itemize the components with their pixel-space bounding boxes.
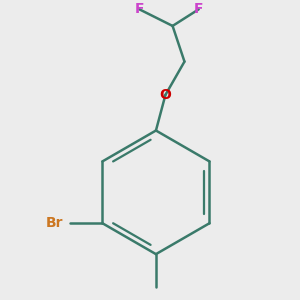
Text: Br: Br: [46, 216, 64, 230]
Text: O: O: [160, 88, 171, 102]
Text: F: F: [135, 2, 144, 16]
Text: F: F: [194, 2, 203, 16]
